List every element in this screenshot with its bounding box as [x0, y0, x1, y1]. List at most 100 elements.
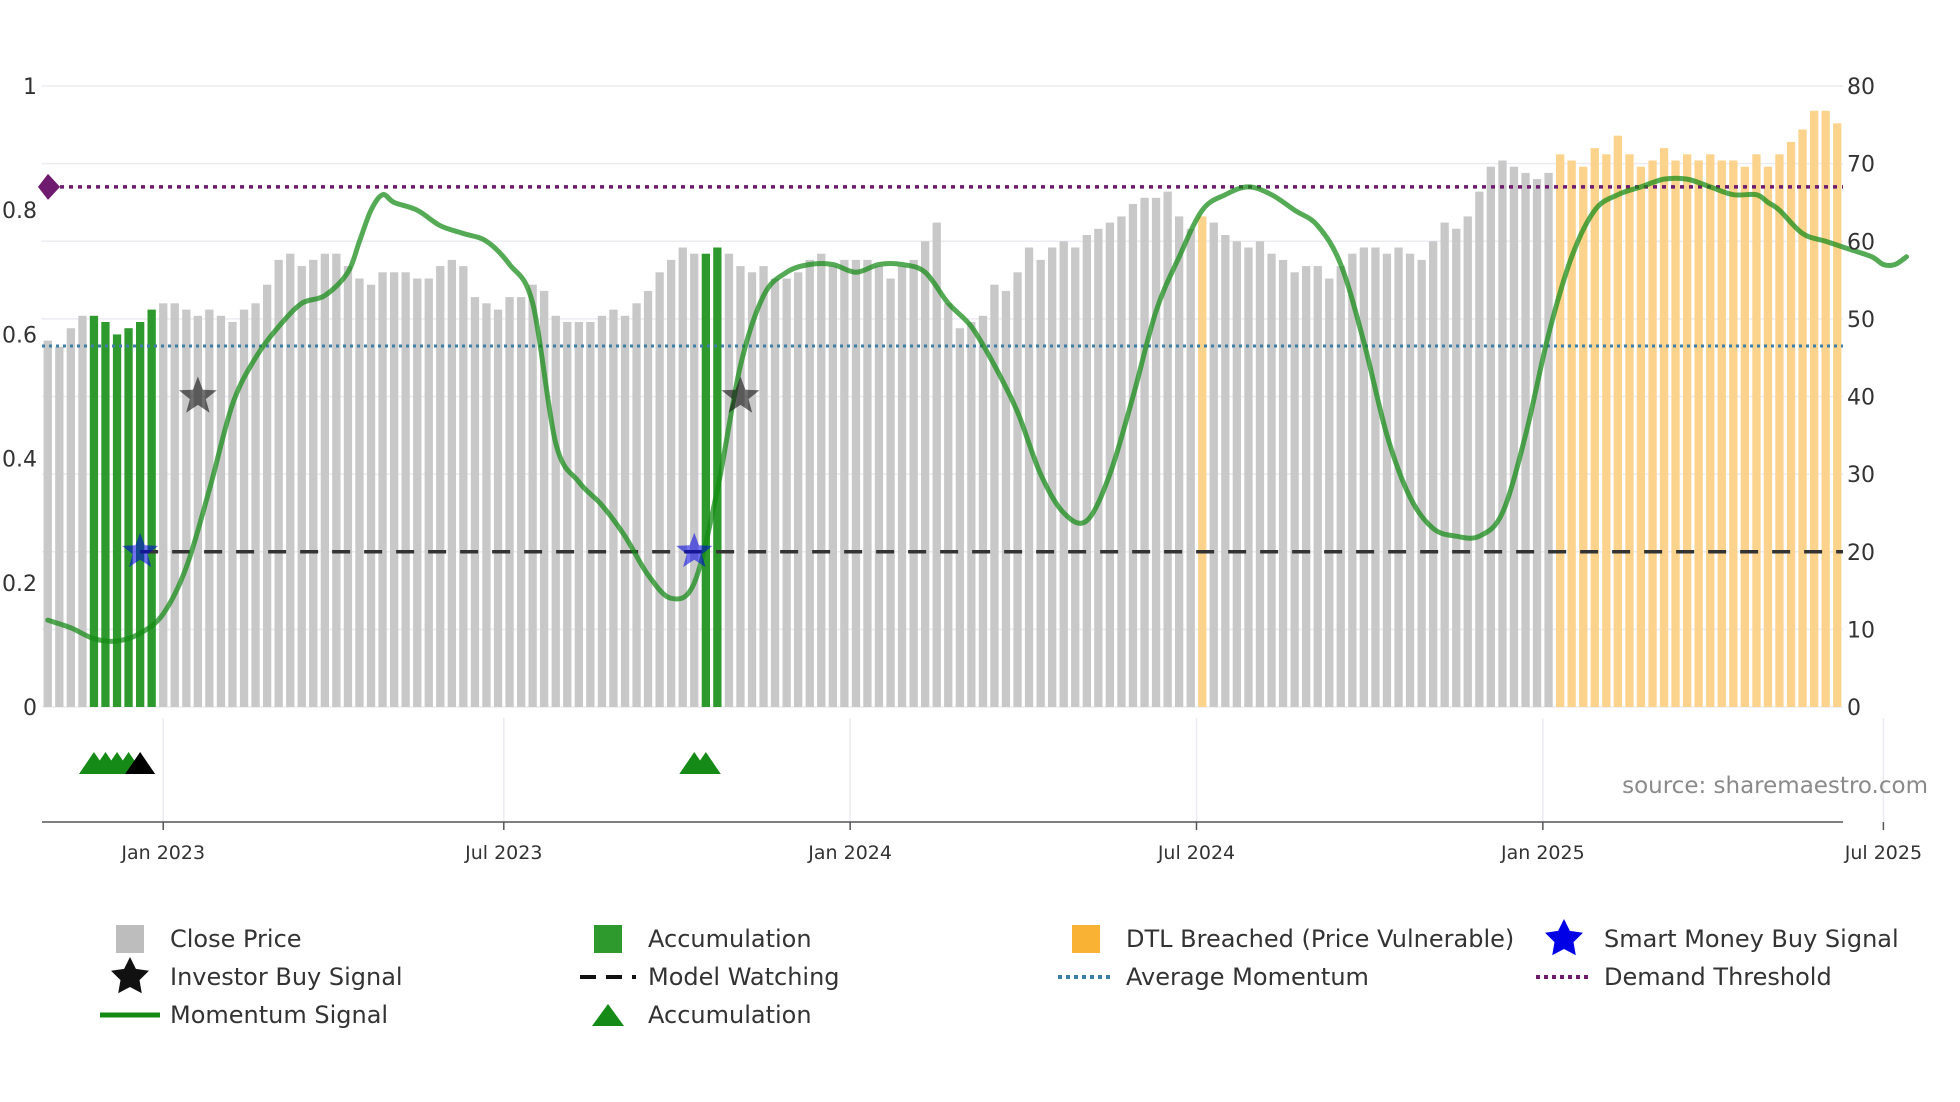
- close-price-bar: [436, 266, 445, 707]
- legend-item-close-price: Close Price: [100, 920, 302, 958]
- legend-item-dtl: DTL Breached (Price Vulnerable): [1056, 920, 1514, 958]
- investor-buy-star: [178, 376, 217, 413]
- x-tick-label: Jul 2025: [1844, 842, 1922, 864]
- dtl-bar: [1648, 160, 1657, 707]
- close-price-bar: [193, 315, 202, 707]
- accumulation-bar: [701, 253, 710, 707]
- left-tick-label: 0.4: [2, 448, 37, 473]
- close-price-bar: [413, 278, 422, 707]
- left-tick-label: 0.2: [2, 572, 37, 597]
- legend-item-smart-money: Smart Money Buy Signal: [1534, 919, 1899, 958]
- close-price-bar: [332, 253, 341, 707]
- legend-item-momentum: Momentum Signal: [100, 996, 388, 1034]
- legend-label: Accumulation: [648, 925, 812, 953]
- close-price-bar: [1059, 241, 1068, 708]
- black-star-icon: [111, 957, 149, 994]
- accumulation-triangle: [690, 752, 721, 774]
- dtl-bar: [1717, 160, 1726, 707]
- close-price-bar: [563, 322, 572, 707]
- close-price-bar: [517, 297, 526, 707]
- dtl-bar: [1694, 160, 1703, 707]
- close-price-bar: [66, 328, 75, 707]
- close-price-bar: [1036, 259, 1045, 707]
- right-tick-label: 0: [1847, 696, 1861, 721]
- close-price-bar: [1013, 272, 1022, 707]
- close-price-bar: [1082, 235, 1091, 707]
- source-credit: source: sharemaestro.com: [1622, 773, 1928, 799]
- close-price-bar: [597, 315, 607, 707]
- close-price-bar: [620, 315, 630, 707]
- close-price-bar: [1532, 179, 1542, 708]
- close-price-bar: [1544, 172, 1553, 707]
- right-tick-label: 60: [1847, 230, 1875, 255]
- close-price-bar: [1209, 222, 1218, 707]
- close-price-bar: [955, 328, 964, 707]
- close-price-bar: [424, 278, 433, 707]
- close-price-bar: [1244, 247, 1253, 707]
- close-price-bar: [343, 266, 353, 707]
- close-price-bar: [355, 278, 364, 707]
- close-price-bar: [632, 303, 641, 707]
- close-price-bar: [1486, 166, 1495, 707]
- close-price-bar: [678, 247, 687, 707]
- investor-buy-star: [721, 376, 760, 413]
- left-tick-label: 0.8: [2, 199, 37, 224]
- dtl-bar: [1683, 154, 1692, 708]
- close-price-bar: [759, 266, 768, 707]
- close-price-bar: [390, 272, 399, 707]
- legend: Close Price Accumulation DTL Breached (P…: [0, 919, 1960, 1040]
- close-price-bar: [1232, 241, 1241, 708]
- accumulation-bar: [101, 322, 110, 707]
- close-price-bar: [794, 272, 803, 707]
- right-tick-label: 30: [1847, 463, 1875, 488]
- close-price-bar: [1186, 228, 1195, 708]
- dtl-bar: [1671, 160, 1680, 707]
- close-price-bar: [1452, 228, 1461, 708]
- dtl-bar: [1198, 216, 1207, 707]
- dtl-bar: [1636, 166, 1646, 707]
- close-price-bar: [967, 322, 976, 707]
- accumulation-bar: [112, 334, 122, 707]
- left-tick-label: 0.6: [2, 323, 37, 348]
- close-price-bar: [1267, 253, 1276, 707]
- accumulation-bar: [136, 322, 145, 707]
- legend-label: Demand Threshold: [1604, 963, 1832, 991]
- close-price-bar: [447, 259, 456, 707]
- close-price-bar: [909, 259, 918, 707]
- close-price-bar: [239, 309, 249, 707]
- blue-star-icon: [1545, 919, 1583, 956]
- close-price-bar: [551, 315, 560, 707]
- solid-line-icon: [100, 1012, 160, 1018]
- momentum-signal-line: [45, 175, 1909, 644]
- close-price-bar: [1325, 278, 1334, 707]
- legend-item-accumulation-marker: Accumulation: [578, 996, 812, 1034]
- close-price-bar: [897, 266, 907, 707]
- dotted-line-icon: [1536, 975, 1592, 979]
- x-tick-label: Jul 2023: [464, 842, 542, 864]
- dtl-bar: [1625, 154, 1634, 708]
- close-price-bar: [309, 259, 318, 707]
- dtl-bar: [1821, 110, 1830, 708]
- close-price-bar: [216, 315, 226, 707]
- close-price-bar: [493, 309, 503, 707]
- close-price-swatch: [116, 925, 144, 953]
- close-price-bar: [263, 284, 272, 707]
- dtl-bar: [1752, 154, 1761, 708]
- close-price-bar: [944, 303, 953, 707]
- close-price-bar: [1498, 160, 1507, 707]
- dtl-bar: [1602, 154, 1611, 708]
- close-price-bar: [320, 253, 329, 707]
- close-price-bar: [1429, 241, 1438, 708]
- close-price-bar: [482, 303, 491, 707]
- dotted-line-icon: [1058, 975, 1114, 979]
- close-price-bar: [459, 266, 468, 707]
- close-price-bar: [286, 253, 295, 707]
- legend-item-model-watching: Model Watching: [578, 958, 840, 996]
- close-price-bar: [205, 309, 214, 707]
- dtl-bar: [1613, 135, 1622, 707]
- close-price-bar: [1128, 204, 1138, 707]
- legend-label: Model Watching: [648, 963, 840, 991]
- close-price-bar: [1348, 253, 1357, 707]
- x-tick-label: Jan 2023: [120, 842, 205, 864]
- dtl-swatch: [1072, 925, 1100, 953]
